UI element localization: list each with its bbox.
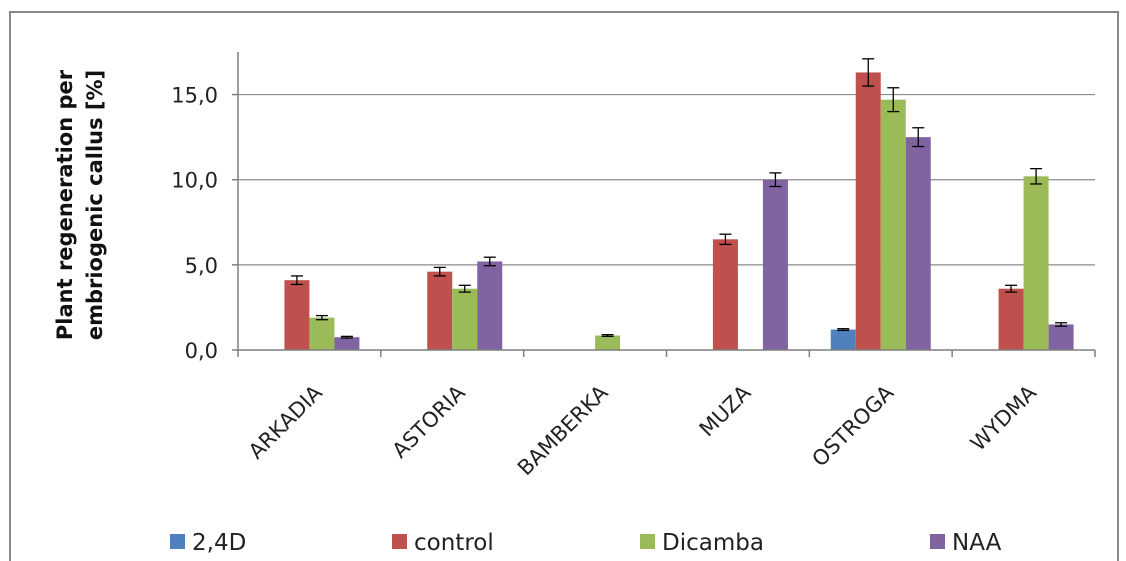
y-tick-label: 0,0: [185, 339, 218, 363]
chart-border: [9, 11, 1119, 561]
bars: [284, 58, 1074, 351]
legend-swatch: [930, 534, 945, 549]
bar-control-ostroga: [855, 72, 881, 350]
legend-label: NAA: [952, 530, 1002, 556]
legend-item: control: [392, 530, 494, 556]
y-axis-title-line-1: Plant regeneration per: [53, 69, 77, 340]
legend-swatch: [640, 534, 655, 549]
bar-dicamba-bamberka: [595, 335, 621, 350]
bar-naa-wydma: [1048, 324, 1074, 350]
axes: [232, 52, 1096, 357]
y-axis-title-line-2: embriogenic callus [%]: [83, 70, 107, 340]
bar-naa-astoria: [477, 261, 503, 350]
legend: 2,4D control Dicamba NAA: [170, 530, 1002, 556]
bar-control-wydma: [998, 288, 1024, 350]
gridlines: [238, 93, 1095, 266]
y-axis-ticks: 0,0 5,0 10,0 15,0: [171, 84, 218, 363]
legend-swatch: [170, 534, 185, 549]
bar-dicamba-wydma: [1023, 176, 1049, 350]
bar-naa-muza: [762, 179, 788, 350]
bar-naa-arkadia: [334, 337, 360, 350]
legend-label: Dicamba: [662, 530, 764, 556]
legend-label: 2,4D: [192, 530, 246, 556]
y-tick-label: 5,0: [185, 254, 218, 278]
y-tick-label: 15,0: [171, 84, 218, 108]
legend-label: control: [414, 530, 494, 556]
bar-naa-ostroga: [905, 137, 931, 350]
bar-dicamba-ostroga: [880, 99, 906, 351]
y-axis-title: Plant regeneration per embriogenic callu…: [53, 69, 107, 340]
legend-item: 2,4D: [170, 530, 246, 556]
bar-24d-ostroga: [830, 329, 856, 350]
y-tick-label: 10,0: [171, 169, 218, 193]
bar-control-arkadia: [284, 280, 310, 350]
legend-item: NAA: [930, 530, 1002, 556]
bar-dicamba-arkadia: [309, 317, 335, 350]
bar-dicamba-astoria: [452, 288, 478, 350]
bar-control-muza: [712, 239, 738, 350]
bar-control-astoria: [427, 271, 453, 350]
legend-item: Dicamba: [640, 530, 764, 556]
legend-swatch: [392, 534, 407, 549]
